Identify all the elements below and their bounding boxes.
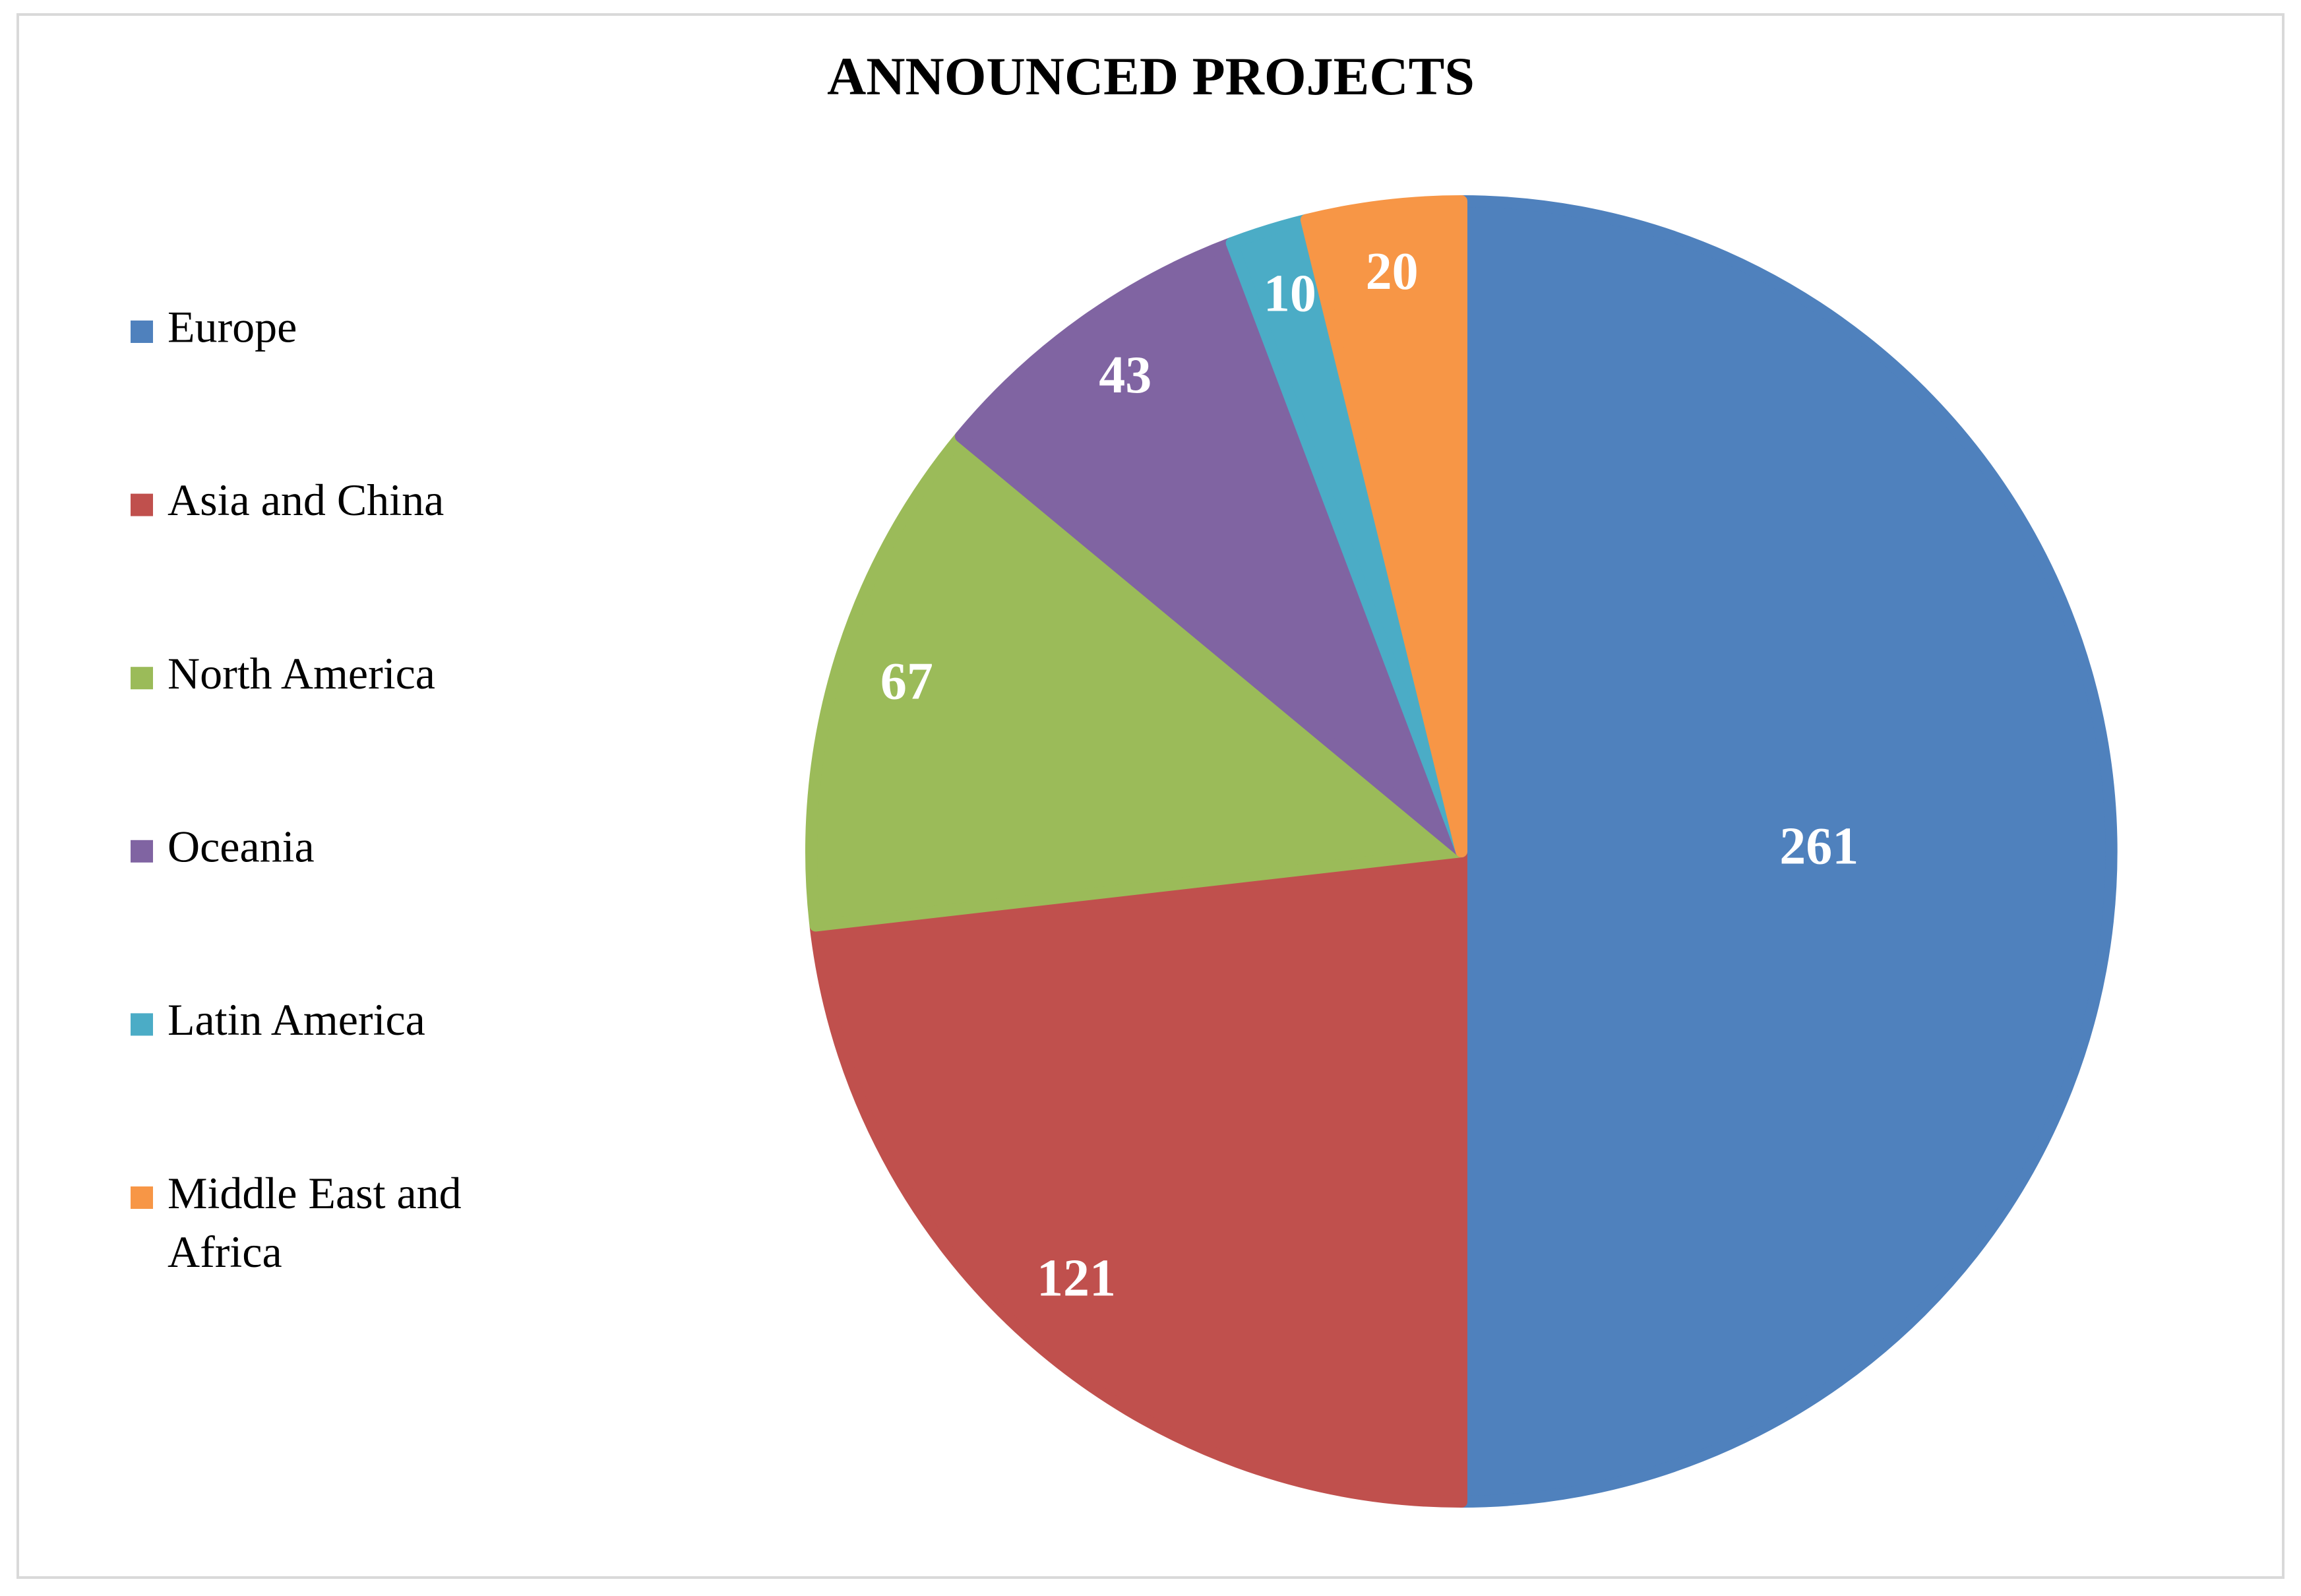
- pie-slice: [1456, 195, 2118, 1508]
- legend-swatch: [131, 667, 153, 690]
- value-label: 43: [1099, 346, 1151, 404]
- value-label: 10: [1264, 264, 1316, 322]
- value-label: 261: [1779, 817, 1858, 875]
- pie-slice: [805, 430, 1467, 932]
- pie-slice: [954, 237, 1467, 857]
- value-label: 121: [1037, 1249, 1116, 1307]
- pie-slice: [1300, 195, 1467, 857]
- value-label: 20: [1366, 243, 1419, 301]
- legend-text: Oceania: [168, 821, 315, 871]
- legend-text: North America: [168, 648, 435, 698]
- legend-swatch: [131, 493, 153, 516]
- legend-text: Latin America: [168, 995, 425, 1045]
- legend-text: Asia and China: [168, 475, 444, 525]
- legend-swatch: [131, 1013, 153, 1036]
- value-label: 67: [880, 652, 933, 710]
- chart-title: ANNOUNCED PROJECTS: [827, 46, 1475, 106]
- legend-swatch: [131, 321, 153, 343]
- legend-swatch: [131, 1186, 153, 1209]
- legend-text: Middle East and Africa: [168, 1168, 473, 1277]
- pie-slice: [809, 845, 1467, 1508]
- legend-swatch: [131, 840, 153, 863]
- legend-text: Europe: [168, 302, 297, 352]
